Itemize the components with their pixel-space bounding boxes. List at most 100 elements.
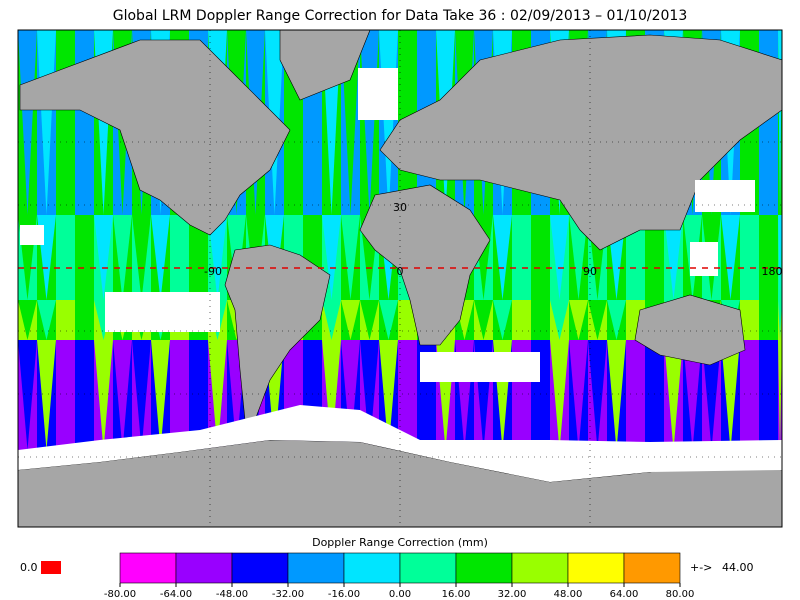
swath-triangle: [151, 340, 170, 450]
swath-triangle: [626, 215, 645, 300]
swath-triangle: [284, 340, 303, 450]
lat-label: 30: [393, 201, 407, 214]
colorbar-tick-label: 32.00: [498, 589, 527, 600]
swath-triangle: [645, 340, 664, 450]
swath-triangle: [322, 215, 341, 300]
swath-triangle: [18, 340, 37, 450]
land: [17, 29, 783, 528]
swath-triangle: [569, 300, 588, 340]
colorbar-tick-label: -32.00: [272, 589, 304, 600]
swath-triangle: [721, 340, 740, 450]
swath-triangle: [94, 340, 113, 450]
swath-triangle: [531, 300, 550, 340]
colorbar-tick-label: -64.00: [160, 589, 192, 600]
swath-triangle: [569, 215, 588, 300]
under-label: 0.0: [20, 561, 38, 574]
swath-triangle: [75, 300, 94, 340]
swath-triangle: [759, 340, 778, 450]
swath-triangle: [56, 215, 75, 300]
swath-triangle: [208, 215, 227, 300]
colorbar-segment: [455, 552, 513, 584]
swath-triangle: [37, 300, 56, 340]
swath-triangle: [170, 215, 189, 300]
lon-label: 180: [762, 265, 783, 278]
swath-triangle: [132, 215, 151, 300]
swath-triangle: [740, 215, 759, 300]
swath-triangle: [683, 340, 702, 450]
swath-triangle: [398, 340, 417, 450]
swath-triangle: [702, 340, 721, 450]
swath-triangle: [75, 340, 94, 450]
colorbar-title: Doppler Range Correction (mm): [312, 536, 488, 549]
colorbar-segment: [623, 552, 681, 584]
under-swatch: [41, 561, 61, 574]
title: Global LRM Doppler Range Correction for …: [113, 8, 687, 24]
swath-triangle: [607, 340, 626, 450]
swath-triangle: [778, 340, 782, 450]
swath-triangle: [113, 215, 132, 300]
colorbar-segment: [399, 552, 457, 584]
colorbar-tick-label: 64.00: [610, 589, 639, 600]
swath-triangle: [56, 340, 75, 450]
colorbar-segment: [287, 552, 345, 584]
swath-triangle: [94, 215, 113, 300]
no-data-holes: [18, 68, 782, 482]
swath-triangle: [189, 215, 208, 300]
colorbar-segment: [343, 552, 401, 584]
swath-triangle: [664, 340, 683, 450]
swath-triangle: [664, 215, 683, 300]
over-arrow: +->: [690, 561, 712, 574]
swath-triangle: [379, 300, 398, 340]
colorbar-segment: [511, 552, 569, 584]
swath-triangle: [18, 300, 37, 340]
swath-triangle: [493, 300, 512, 340]
swath-triangle: [322, 340, 341, 450]
swath-triangle: [588, 300, 607, 340]
swath-triangle: [645, 215, 664, 300]
colorbar: -80.00 -64.00 -48.00 -32.00 -16.00 0.00 16.00 3…: [104, 552, 695, 600]
swath-triangle: [341, 215, 360, 300]
swath-triangle: [759, 215, 778, 300]
lon-label: 0: [397, 265, 404, 278]
colorbar-segment: [231, 552, 289, 584]
map-frame: [17, 29, 783, 528]
swath-triangle: [569, 340, 588, 450]
swath-triangle: [550, 215, 569, 300]
swath-triangle: [474, 300, 493, 340]
swath-triangle: [626, 340, 645, 450]
swath-triangle: [550, 340, 569, 450]
swath-triangle: [56, 300, 75, 340]
colorbar-tick-label: 48.00: [554, 589, 583, 600]
swath-triangle: [75, 215, 94, 300]
swath-triangle: [113, 340, 132, 450]
swath-triangle: [322, 300, 341, 340]
lon-label: -90: [204, 265, 222, 278]
swath-triangle: [360, 300, 379, 340]
swath-triangle: [740, 340, 759, 450]
swath-triangle: [778, 300, 782, 340]
swath-triangle: [303, 215, 322, 300]
swath-triangle: [151, 215, 170, 300]
colorbar-segment: [175, 552, 233, 584]
swath-triangle: [740, 300, 759, 340]
swath-triangle: [607, 300, 626, 340]
swath-triangle: [208, 340, 227, 450]
swath-triangle: [493, 215, 512, 300]
swath-triangle: [721, 215, 740, 300]
swath-triangle: [189, 340, 208, 450]
colorbar-tick-label: 80.00: [666, 589, 695, 600]
swath-triangle: [303, 340, 322, 450]
colorbar-tick-label: 16.00: [442, 589, 471, 600]
swath-triangle: [132, 340, 151, 450]
over-label: 44.00: [722, 561, 754, 574]
colorbar-tick-label: 0.00: [389, 589, 411, 600]
swath-triangle: [170, 340, 189, 450]
colorbar-tick-label: -16.00: [328, 589, 360, 600]
swath-triangle: [360, 340, 379, 450]
swath-triangle: [379, 340, 398, 450]
colorbar-segment: [567, 552, 625, 584]
colorbar-tick-label: -80.00: [104, 589, 136, 600]
colorbar-segment: [119, 552, 177, 584]
swath-triangle: [512, 215, 531, 300]
